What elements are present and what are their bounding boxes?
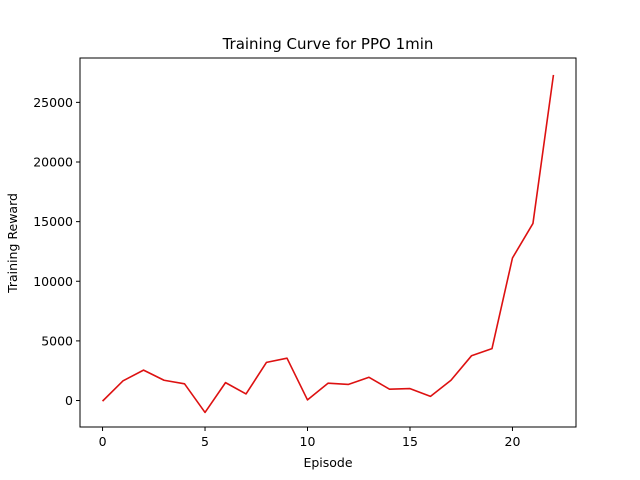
plot-area <box>101 74 555 414</box>
y-tick-label: 25000 <box>33 95 73 110</box>
y-tick-label: 10000 <box>33 274 73 289</box>
x-axis-ticks: 0 5 10 15 20 <box>99 427 521 449</box>
y-tick-label: 20000 <box>33 154 73 169</box>
y-axis-ticks: 0 5000 10000 15000 20000 25000 <box>33 95 80 408</box>
y-tick-label: 15000 <box>33 214 73 229</box>
y-axis-label: Training Reward <box>5 193 20 294</box>
x-tick-label: 15 <box>402 434 418 449</box>
y-tick-label: 0 <box>65 393 73 408</box>
chart-title: Training Curve for PPO 1min <box>222 35 434 53</box>
x-tick-label: 0 <box>99 434 107 449</box>
series-line-0 <box>101 74 555 414</box>
plot-frame <box>79 57 577 428</box>
x-tick-label: 20 <box>505 434 521 449</box>
x-axis-label: Episode <box>303 455 352 470</box>
x-tick-label: 10 <box>300 434 316 449</box>
y-tick-label: 5000 <box>41 333 73 348</box>
x-tick-label: 5 <box>201 434 209 449</box>
